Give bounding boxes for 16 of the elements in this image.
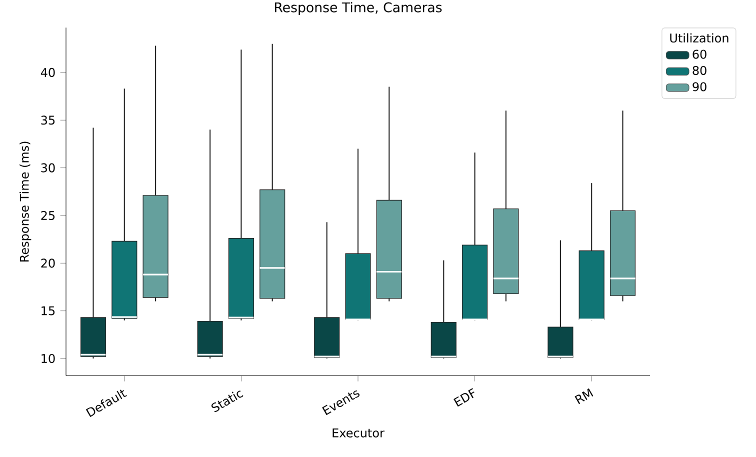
legend-label: 80 [692,66,706,76]
x-tick-label: EDF [454,388,474,407]
x-axis-title: Executor [332,428,384,438]
y-axis-title: Response Time (ms) [20,142,32,262]
legend-label: 60 [692,50,706,59]
y-tick-label: 15 [42,306,55,316]
y-tick-label: 20 [41,258,55,268]
legend-title: Utilization [670,33,728,43]
y-tick-label: 10 [42,354,55,364]
y-tick-label: 35 [41,116,55,125]
x-tick-label: RM [574,388,594,404]
y-tick-label: 40 [40,68,55,78]
y-tick-label: 30 [41,163,55,172]
chart-title: Response Time, Cameras [274,2,442,15]
y-tick-label: 25 [41,210,55,220]
legend-label: 90 [692,82,706,92]
